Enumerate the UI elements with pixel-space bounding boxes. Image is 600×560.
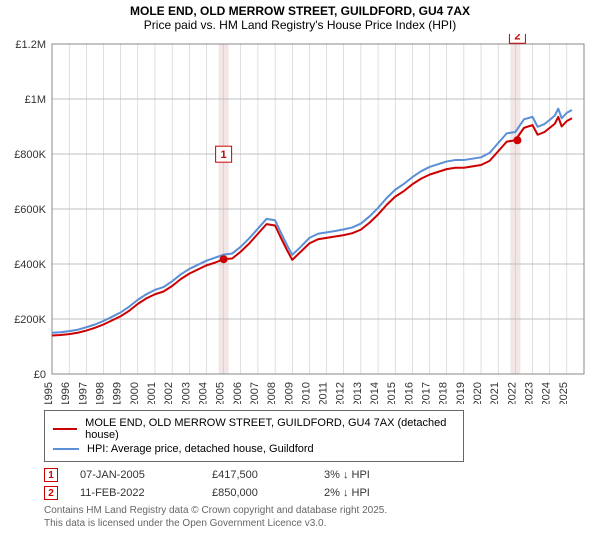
- legend-row: HPI: Average price, detached house, Guil…: [53, 443, 455, 455]
- svg-text:2013: 2013: [352, 382, 364, 404]
- svg-text:£600K: £600K: [14, 204, 46, 216]
- transaction-table: 1 07-JAN-2005 £417,500 3% ↓ HPI 2 11-FEB-2022…: [44, 468, 592, 500]
- svg-text:2005: 2005: [215, 382, 227, 404]
- svg-text:2020: 2020: [472, 382, 484, 404]
- transaction-price: £417,500: [212, 469, 302, 481]
- legend-row: MOLE END, OLD MERROW STREET, GUILDFORD, …: [53, 417, 455, 441]
- transaction-marker: 1: [44, 468, 58, 482]
- svg-text:2014: 2014: [369, 382, 381, 404]
- legend-label: MOLE END, OLD MERROW STREET, GUILDFORD, …: [85, 417, 455, 441]
- svg-text:2006: 2006: [232, 382, 244, 404]
- legend-swatch: [53, 448, 79, 450]
- svg-text:2000: 2000: [129, 382, 141, 404]
- svg-text:2: 2: [514, 34, 520, 42]
- svg-text:1999: 1999: [112, 382, 124, 404]
- svg-text:£400K: £400K: [14, 259, 46, 271]
- svg-text:1995: 1995: [43, 382, 55, 404]
- svg-text:1: 1: [221, 149, 227, 161]
- svg-text:2023: 2023: [524, 382, 536, 404]
- svg-text:£0: £0: [34, 369, 46, 381]
- legend: MOLE END, OLD MERROW STREET, GUILDFORD, …: [44, 410, 464, 462]
- svg-text:2012: 2012: [335, 382, 347, 404]
- legend-swatch: [53, 428, 77, 430]
- footer-note: Contains HM Land Registry data © Crown c…: [44, 504, 592, 530]
- svg-text:2019: 2019: [455, 382, 467, 404]
- svg-text:2003: 2003: [180, 382, 192, 404]
- svg-text:2015: 2015: [386, 382, 398, 404]
- transaction-date: 07-JAN-2005: [80, 469, 190, 481]
- svg-text:2010: 2010: [300, 382, 312, 404]
- transaction-delta: 2% ↓ HPI: [324, 487, 370, 499]
- title-block: MOLE END, OLD MERROW STREET, GUILDFORD, …: [0, 0, 600, 34]
- svg-text:2022: 2022: [506, 382, 518, 404]
- svg-text:2025: 2025: [558, 382, 570, 404]
- svg-text:£200K: £200K: [14, 314, 46, 326]
- svg-text:£1M: £1M: [25, 94, 46, 106]
- svg-text:1998: 1998: [94, 382, 106, 404]
- transaction-marker: 2: [44, 486, 58, 500]
- svg-text:2001: 2001: [146, 382, 158, 404]
- svg-text:2004: 2004: [197, 382, 209, 404]
- svg-text:2017: 2017: [421, 382, 433, 404]
- title-line1: MOLE END, OLD MERROW STREET, GUILDFORD, …: [0, 4, 600, 18]
- svg-text:1996: 1996: [60, 382, 72, 404]
- transaction-row: 1 07-JAN-2005 £417,500 3% ↓ HPI: [44, 468, 592, 482]
- price-chart: £0 £200K £400K £600K £800K £1M £1.2M 1995 1996 19…: [8, 34, 592, 404]
- svg-text:2008: 2008: [266, 382, 278, 404]
- svg-text:2007: 2007: [249, 382, 261, 404]
- svg-text:2024: 2024: [541, 382, 553, 404]
- footer-line2: This data is licensed under the Open Gov…: [44, 517, 592, 530]
- svg-text:2002: 2002: [163, 382, 175, 404]
- svg-text:1997: 1997: [77, 382, 89, 404]
- chart-container: £0 £200K £400K £600K £800K £1M £1.2M 1995 1996 19…: [8, 34, 592, 404]
- svg-text:2021: 2021: [489, 382, 501, 404]
- transaction-date: 11-FEB-2022: [80, 487, 190, 499]
- transaction-row: 2 11-FEB-2022 £850,000 2% ↓ HPI: [44, 486, 592, 500]
- footer-line1: Contains HM Land Registry data © Crown c…: [44, 504, 592, 517]
- legend-label: HPI: Average price, detached house, Guil…: [87, 443, 314, 455]
- svg-text:£800K: £800K: [14, 149, 46, 161]
- svg-text:2009: 2009: [283, 382, 295, 404]
- svg-text:2011: 2011: [318, 382, 330, 404]
- svg-text:2018: 2018: [438, 382, 450, 404]
- transaction-price: £850,000: [212, 487, 302, 499]
- transaction-delta: 3% ↓ HPI: [324, 469, 370, 481]
- svg-text:2016: 2016: [403, 382, 415, 404]
- svg-text:£1.2M: £1.2M: [15, 39, 46, 51]
- title-line2: Price paid vs. HM Land Registry's House …: [0, 18, 600, 32]
